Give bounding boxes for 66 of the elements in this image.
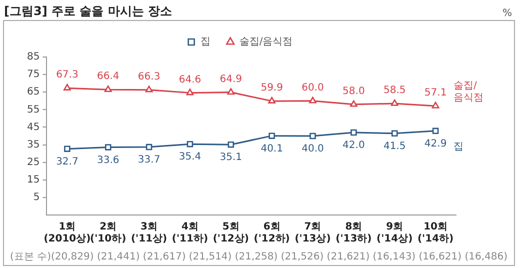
point xyxy=(64,84,71,90)
x-tick-label: 1회 (2010상) xyxy=(44,222,91,245)
x-tick-label: 3회 ('11상) xyxy=(130,222,168,245)
point xyxy=(432,128,439,134)
legend-label: 집 xyxy=(200,36,210,48)
data-label: 58.5 xyxy=(383,85,406,96)
y-tick-label: 5 xyxy=(33,192,40,204)
y-tick-label: 65 xyxy=(26,86,40,98)
y-tick-label: 85 xyxy=(26,52,40,63)
point xyxy=(104,86,112,92)
point xyxy=(145,86,153,92)
x-tick-label: 2회 ('10하) xyxy=(90,222,126,245)
y-tick-label: 35 xyxy=(26,139,40,150)
data-label: 41.5 xyxy=(383,140,406,152)
data-label: 67.3 xyxy=(56,70,78,81)
point xyxy=(104,144,112,150)
point xyxy=(268,96,276,104)
point xyxy=(391,130,398,136)
data-label: 32.7 xyxy=(56,156,78,168)
point xyxy=(350,129,357,136)
y-tick-label: 25 xyxy=(26,156,40,168)
text: (표본 수)(20,829) (21,441) (21,617) (21,514) (21,258) (21,526) (21,621) (16,143) (16,621) (16,486) xyxy=(10,252,508,263)
data-label: 33.6 xyxy=(96,154,120,166)
data-label: 42.0 xyxy=(342,140,365,152)
point xyxy=(186,88,194,96)
point xyxy=(268,132,275,139)
data-label: 58.0 xyxy=(342,86,365,97)
point xyxy=(310,132,316,140)
data-label: 40.0 xyxy=(302,144,324,155)
y-tick-label: 75 xyxy=(26,69,40,80)
point xyxy=(227,88,235,95)
point xyxy=(146,144,152,150)
point xyxy=(228,141,234,148)
data-label: 66.4 xyxy=(96,71,120,82)
y-tick-label: 15 xyxy=(26,174,40,186)
data-label: 35.4 xyxy=(178,152,202,163)
point xyxy=(309,96,316,104)
chart-title: [그림3] 주로 술을 마시는 장소 xyxy=(4,3,172,20)
point xyxy=(390,99,398,106)
x-tick-label: 4회 ('11하) xyxy=(172,222,208,245)
x-tick-label: 6회 ('12하) xyxy=(254,222,290,245)
x-tick-label: 5회 ('12상) xyxy=(212,222,249,245)
point xyxy=(350,100,358,107)
data-label: 59.9 xyxy=(260,82,283,94)
data-label: 60.0 xyxy=(302,82,324,94)
legend-label: 술집/음식점 xyxy=(239,36,293,48)
text: % xyxy=(502,8,512,19)
point xyxy=(64,146,70,152)
data-label: 66.3 xyxy=(138,71,160,82)
y-tick-label: 45 xyxy=(26,122,40,133)
text: 집 xyxy=(454,142,464,153)
x-tick-label: 9회 ('14상) xyxy=(376,222,413,245)
data-label: 35.1 xyxy=(220,152,242,164)
x-tick-label: 10회 ('14하) xyxy=(417,222,454,245)
data-label: 40.1 xyxy=(260,143,283,154)
data-label: 42.9 xyxy=(424,138,447,150)
x-tick-label: 8회 ('13하) xyxy=(336,222,372,245)
y-tick-label: 55 xyxy=(26,104,40,116)
point xyxy=(186,140,194,148)
data-label: 57.1 xyxy=(424,88,447,99)
data-label: 64.6 xyxy=(178,74,202,86)
point xyxy=(432,102,440,108)
text: 술집/음식점 xyxy=(454,80,484,104)
data-label: 64.9 xyxy=(220,74,242,85)
data-label: 33.7 xyxy=(138,154,160,166)
x-tick-label: 7회 ('13상) xyxy=(294,222,331,245)
